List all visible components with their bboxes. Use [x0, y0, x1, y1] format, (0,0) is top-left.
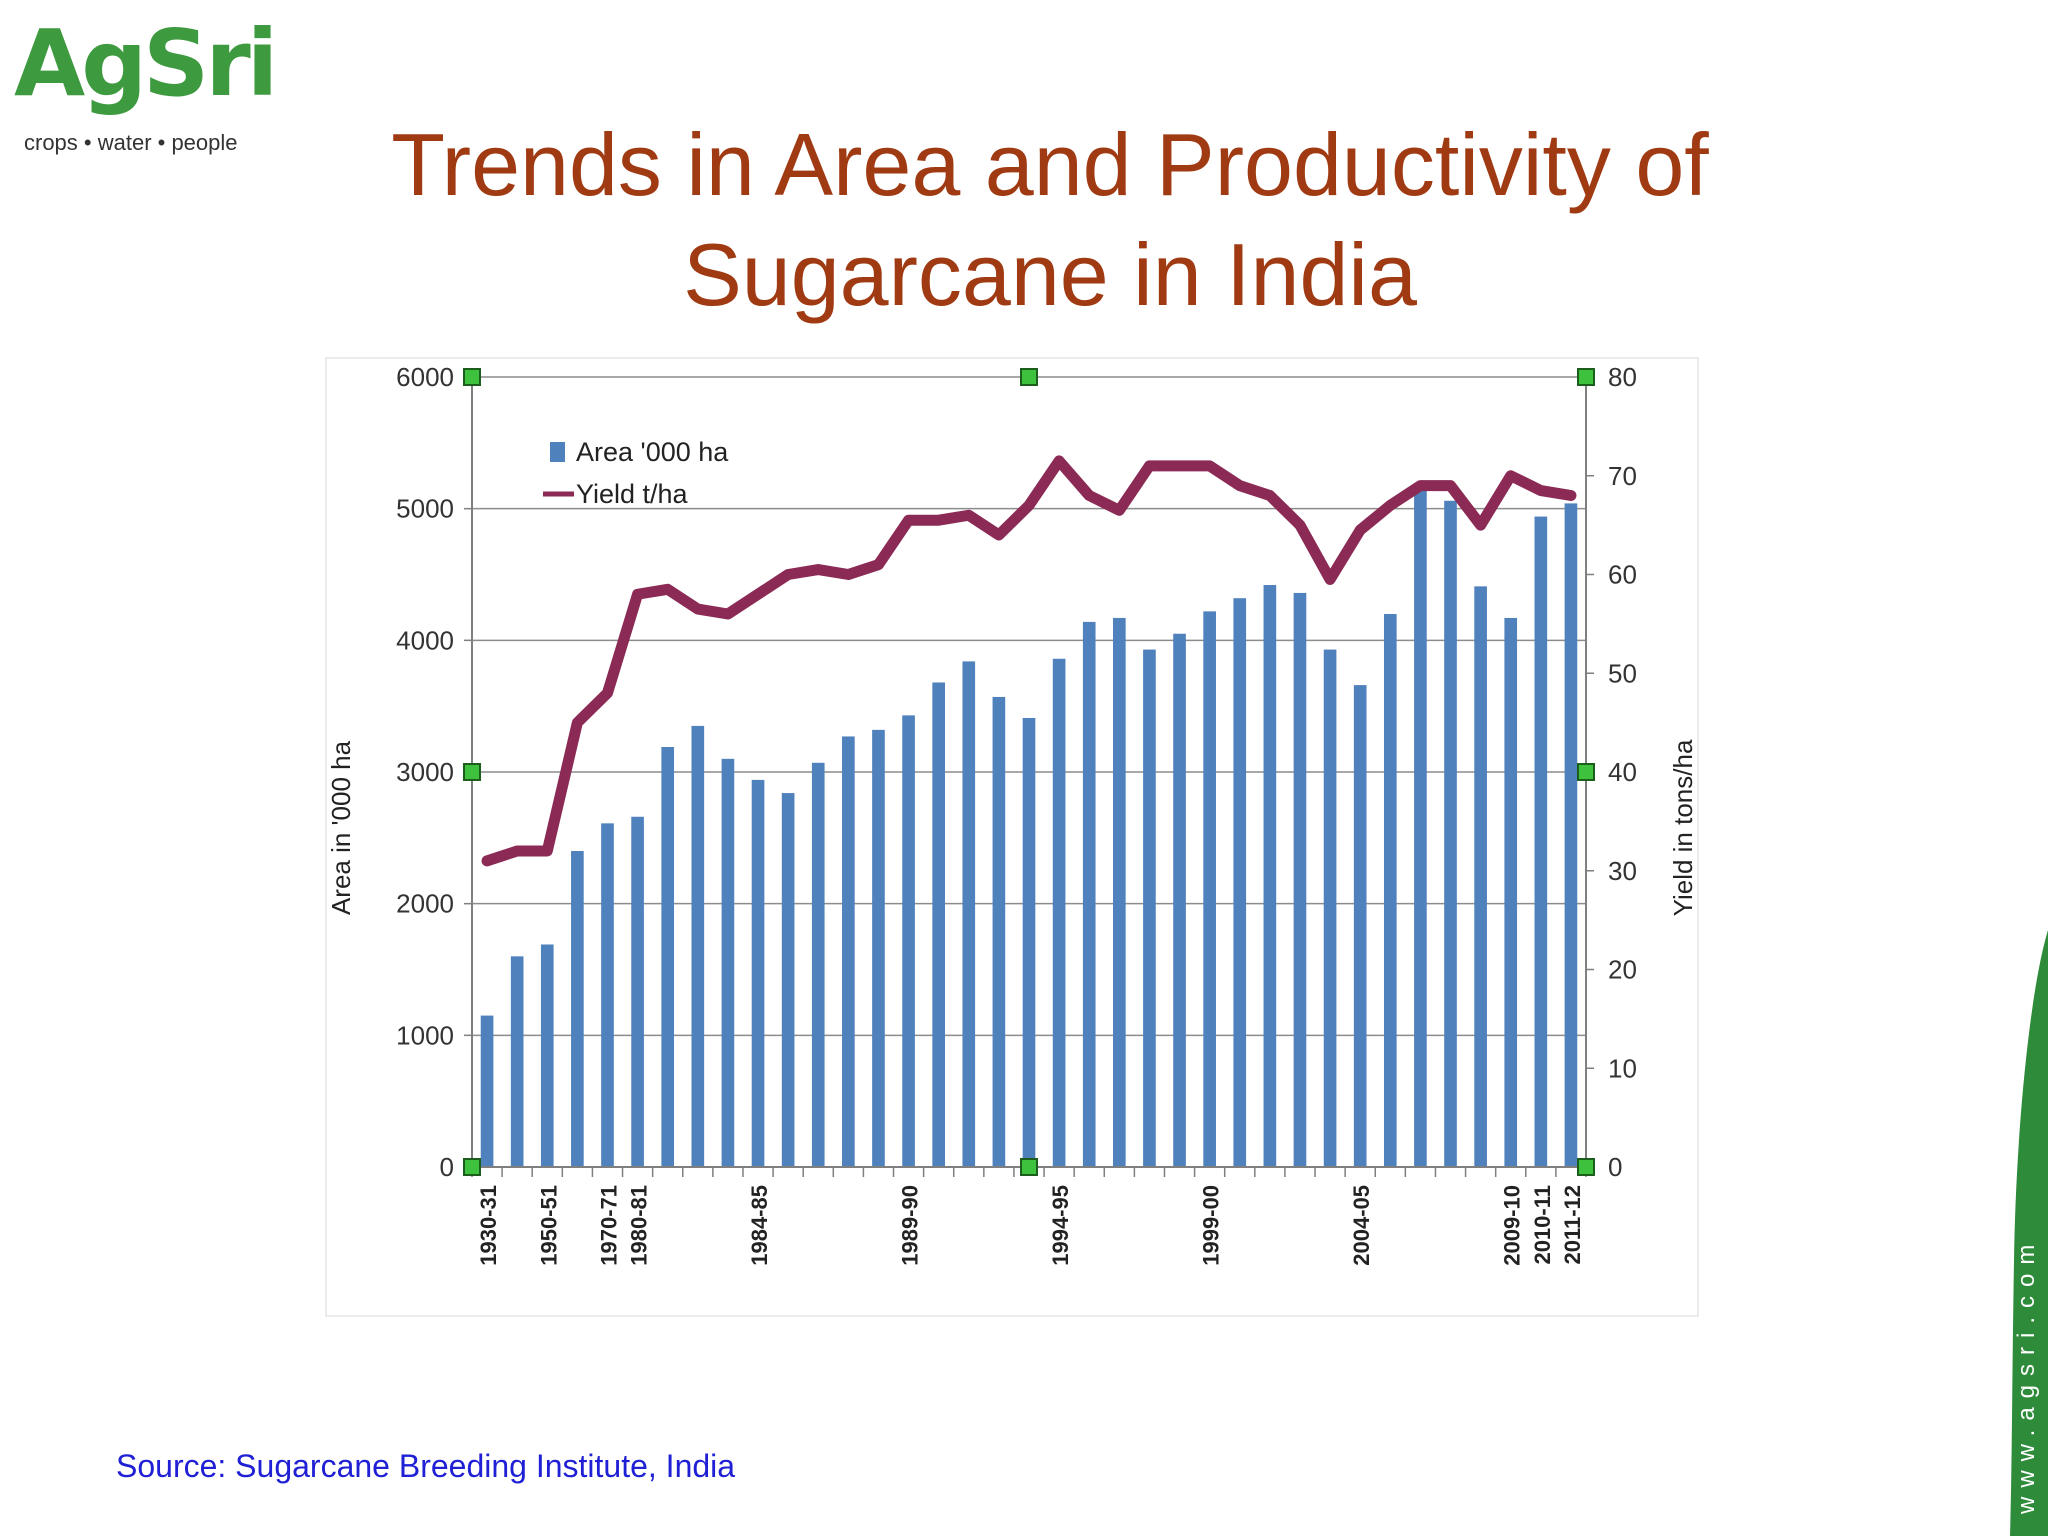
y2-tick-label: 20 [1608, 955, 1637, 985]
area-bar [842, 736, 855, 1167]
x-tick-label: 1970-71 [596, 1185, 621, 1266]
area-bar [1534, 516, 1548, 1167]
area-bar [571, 851, 584, 1167]
x-tick-label: 2010-11 [1530, 1185, 1555, 1265]
area-bar [1564, 503, 1578, 1167]
area-bar [1052, 658, 1066, 1167]
y2-axis-title: Yield in tons/ha [1668, 739, 1698, 916]
selection-handle [1020, 368, 1038, 386]
area-bar [691, 725, 705, 1167]
area-bar [751, 779, 765, 1167]
y-tick-label: 4000 [396, 625, 454, 655]
area-bar [1504, 617, 1518, 1167]
area-bar [1414, 488, 1427, 1168]
selection-handle [1020, 1158, 1038, 1176]
slide-title: Trends in Area and Productivity of Sugar… [300, 110, 1800, 330]
y-tick-label: 1000 [396, 1020, 454, 1050]
area-bar [962, 661, 976, 1167]
area-bar [1263, 585, 1277, 1167]
green-swoosh-decoration [2010, 930, 2048, 1536]
website-url: www.agsri.com [2013, 1235, 2040, 1514]
selection-handle [463, 763, 481, 781]
x-tick-label: 2011-12 [1560, 1185, 1585, 1265]
selection-handle [463, 368, 481, 386]
area-bar [631, 816, 644, 1167]
area-bar [540, 944, 554, 1167]
area-bar [1143, 649, 1156, 1167]
x-tick-label: 1999-00 [1199, 1185, 1224, 1266]
y2-tick-label: 70 [1608, 461, 1637, 491]
area-bar [721, 758, 735, 1167]
y-tick-label: 2000 [396, 889, 454, 919]
area-bar [1022, 718, 1036, 1167]
legend-swatch-area [550, 442, 565, 462]
area-bar [601, 823, 614, 1167]
y-tick-label: 0 [440, 1152, 454, 1182]
y2-tick-label: 80 [1608, 362, 1637, 392]
area-bar [1383, 614, 1397, 1167]
area-bar [1233, 598, 1247, 1167]
x-tick-label: 1950-51 [536, 1185, 561, 1266]
logo-brand: AgSri [14, 10, 278, 117]
x-tick-label: 1989-90 [898, 1185, 923, 1266]
area-bar [661, 746, 675, 1167]
y-tick-label: 6000 [396, 362, 454, 392]
y-tick-label: 5000 [396, 494, 454, 524]
area-bar [781, 793, 795, 1167]
area-bar [902, 715, 915, 1167]
area-bar [480, 1015, 494, 1167]
selection-handle [463, 1158, 481, 1176]
source-note: Source: Sugarcane Breeding Institute, In… [116, 1448, 736, 1484]
y2-tick-label: 60 [1608, 560, 1637, 590]
agsri-logo: AgSri crops • water • people [14, 18, 304, 168]
legend-label-yield: Yield t/ha [576, 479, 689, 509]
area-bar [1353, 685, 1367, 1167]
area-bar [811, 762, 825, 1167]
area-bar [1203, 611, 1216, 1167]
x-tick-label: 1984-85 [747, 1185, 772, 1266]
selection-handle [1577, 1158, 1595, 1176]
y2-tick-label: 50 [1608, 658, 1637, 688]
logo-tagline: crops • water • people [24, 130, 238, 155]
y2-tick-label: 10 [1608, 1053, 1637, 1083]
slide-title-line-1: Trends in Area and Productivity of [391, 115, 1709, 214]
selection-handle [1577, 368, 1595, 386]
area-bar [1293, 592, 1307, 1167]
y-axis-title: Area in '000 ha [326, 740, 356, 915]
area-bar [932, 682, 945, 1167]
slide-title-line-2: Sugarcane in India [683, 225, 1417, 324]
y-tick-label: 3000 [396, 757, 454, 787]
legend-label-area: Area '000 ha [576, 437, 729, 467]
area-bar [1474, 586, 1487, 1167]
area-bar [872, 729, 885, 1167]
x-tick-label: 2009-10 [1500, 1185, 1525, 1266]
area-bar [1444, 500, 1457, 1167]
y2-tick-label: 40 [1608, 757, 1637, 787]
x-tick-label: 1980-81 [627, 1185, 652, 1266]
y2-tick-label: 30 [1608, 856, 1637, 886]
area-bar [992, 696, 1006, 1167]
x-tick-label: 1930-31 [476, 1185, 501, 1266]
area-bar [1173, 633, 1186, 1167]
area-bar [1323, 649, 1337, 1167]
area-bar [1113, 617, 1126, 1167]
x-tick-label: 2004-05 [1349, 1185, 1374, 1266]
selection-handle [1577, 763, 1595, 781]
yield-line [481, 455, 1577, 867]
area-bar [510, 956, 524, 1167]
y2-tick-label: 0 [1608, 1152, 1622, 1182]
x-tick-label: 1994-95 [1048, 1185, 1073, 1266]
area-bar [1082, 621, 1096, 1167]
